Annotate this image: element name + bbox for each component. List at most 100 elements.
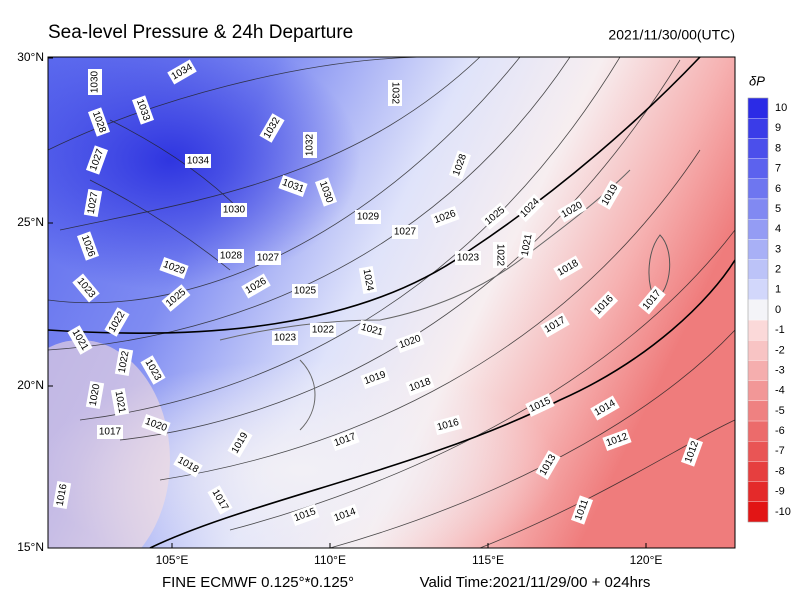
colorbar-box	[747, 400, 769, 422]
colorbar-frame	[747, 97, 769, 523]
contour-label: 1028	[218, 249, 244, 263]
contour-label-bg	[303, 132, 317, 158]
contour-label-bg	[638, 285, 666, 315]
contour-label-bg	[131, 95, 155, 125]
contour-label: 1020	[395, 330, 425, 354]
map-field	[48, 57, 735, 548]
contour-label-text: 1022	[117, 350, 132, 374]
valid-time: Valid Time:2021/11/29/00 + 024hrs	[420, 574, 651, 591]
contour-label-text: 1032	[305, 133, 316, 156]
contour-label-text: 1022	[312, 325, 335, 336]
contour-label: 1026	[76, 231, 100, 261]
contour-label-bg	[392, 225, 418, 239]
x-tick-label: 105°E	[156, 553, 189, 567]
contour-label-bg	[218, 249, 244, 263]
contour-label-text: 1032	[389, 82, 400, 105]
contour-label: 1021	[517, 230, 537, 260]
x-tick-label: 120°E	[630, 553, 663, 567]
contour-label-text: 1029	[357, 212, 380, 223]
contour-label-text: 1027	[257, 253, 280, 264]
contour-label-bg	[330, 503, 360, 527]
contour-label: 1020	[141, 413, 171, 437]
contour-label: 1024	[358, 265, 378, 295]
contour-label-text: 1023	[274, 333, 297, 344]
contour-label: 1016	[52, 480, 72, 510]
colorbar-tick-label: 4	[775, 223, 781, 235]
contour-label-text: 1017	[99, 427, 122, 438]
contour-label-text: 1020	[88, 383, 103, 407]
contour-label-bg	[72, 273, 100, 303]
contour-label: 1011	[570, 495, 594, 525]
contour-label-bg	[83, 188, 103, 218]
colorbar-tick-label: 2	[775, 264, 781, 276]
contour-label: 1026	[430, 205, 460, 229]
contour-label-bg	[360, 366, 390, 390]
colorbar-box	[747, 360, 769, 381]
map-frame	[47, 56, 736, 549]
contour-label-bg	[433, 414, 463, 436]
contour-label-bg	[141, 413, 171, 437]
contour-label: 1014	[330, 503, 360, 527]
contour-label: 1027	[392, 225, 418, 239]
contour-label: 1023	[455, 251, 481, 265]
contour-label: 1027	[83, 188, 103, 218]
contour-label: 1012	[602, 428, 632, 452]
contour-label-bg	[388, 80, 402, 106]
colorbar-tick-label: 9	[775, 122, 781, 134]
colorbar-box	[747, 441, 769, 462]
contour-label: 1016	[433, 414, 463, 436]
colorbar-box	[747, 299, 769, 321]
contour-label-bg	[88, 69, 102, 95]
contour-label-text: 1028	[220, 251, 243, 262]
valid-stamp: 2021/11/30/00(UTC)	[608, 27, 735, 43]
contour-label-bg	[314, 177, 338, 207]
contour-label: 1022	[114, 347, 134, 377]
colorbar-tick-label: 3	[775, 243, 781, 255]
contour-label-bg	[355, 210, 381, 224]
contour-label-bg	[493, 242, 507, 268]
colorbar-label: δP	[749, 73, 765, 88]
contour-label-bg	[515, 193, 545, 223]
contour-label-bg	[140, 355, 166, 385]
contour-label-bg	[52, 480, 72, 510]
contour-label-text: 1034	[187, 156, 210, 167]
contour-label-bg	[405, 373, 435, 397]
colorbar-box	[747, 279, 769, 301]
colorbar-tick-label: -8	[775, 465, 785, 477]
contour-label-text: 1027	[394, 227, 417, 238]
contour-label-text: 1025	[294, 286, 317, 297]
contour-label: 1028	[448, 150, 472, 180]
contour-label: 1032	[388, 80, 402, 106]
contour-label-bg	[241, 273, 271, 299]
contour-label-text: 1024	[361, 268, 376, 292]
colorbar-tick-label: 0	[775, 304, 781, 316]
contour-label: 1018	[405, 373, 435, 397]
contour-label-bg	[430, 205, 460, 229]
colorbar-box	[747, 259, 769, 280]
colorbar-box	[747, 97, 769, 119]
colorbar-tick-label: -1	[775, 324, 785, 336]
contour-label-text: 1030	[90, 70, 101, 93]
colorbar-tick-label: -10	[775, 506, 791, 518]
contour-label-text: 1021	[520, 233, 535, 257]
colorbar-box	[747, 218, 769, 240]
contour-label-bg	[259, 113, 285, 143]
contour-label-bg	[227, 428, 253, 458]
colorbar-box	[747, 158, 769, 179]
contour-label: 1020	[85, 380, 105, 410]
contour-label: 1032	[303, 132, 317, 158]
contour-label-bg	[185, 154, 211, 168]
colorbar-tick-label: -7	[775, 445, 785, 457]
contour-label: 1030	[221, 203, 247, 217]
contour-label-bg	[114, 347, 134, 377]
contour-label-bg	[85, 380, 105, 410]
contour-label-bg	[570, 495, 594, 525]
contour-label: 1034	[185, 154, 211, 168]
contour-label-text: 1030	[223, 205, 246, 216]
contour-label-bg	[87, 107, 111, 137]
contour-label: 1031	[278, 174, 308, 198]
y-tick-label: 20°N	[17, 378, 44, 392]
colorbar-box	[747, 239, 769, 260]
contour-label: 1017	[97, 425, 123, 439]
colorbar-box	[747, 420, 769, 442]
